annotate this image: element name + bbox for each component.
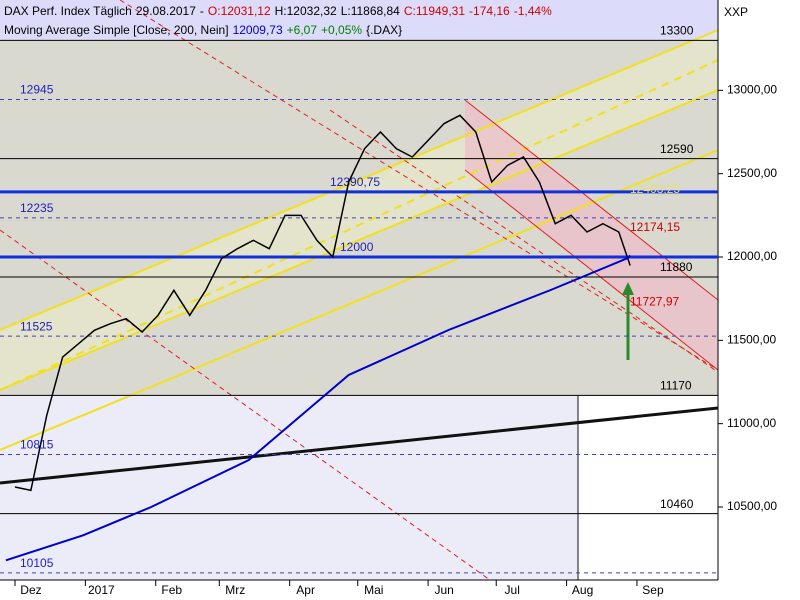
down-upper xyxy=(464,99,719,301)
header: DAX Perf. Index Täglich 29.08.2017- O:1203… xyxy=(4,2,556,40)
header-item: C:11949,31 xyxy=(403,4,466,18)
level-label: 10460 xyxy=(660,497,694,511)
level-label: 11880 xyxy=(660,260,693,274)
price-annotation: 11727,97 xyxy=(630,295,679,309)
down-channel xyxy=(465,100,718,370)
price-annotation: 12403,25 xyxy=(630,182,680,196)
y-tick-label: 10500,00 xyxy=(727,499,777,513)
series-line xyxy=(5,254,631,562)
x-tick-label: Jul xyxy=(505,583,520,597)
arrow-head xyxy=(622,282,634,295)
y-tick-label: 11500,00 xyxy=(727,333,776,347)
level-label: 12390,75 xyxy=(330,175,380,189)
header-item: +0,05% xyxy=(321,23,363,37)
channel-mid xyxy=(0,59,719,391)
level-label: 12000 xyxy=(340,240,374,254)
x-tick-label: Feb xyxy=(161,583,182,597)
down-dashed xyxy=(329,109,719,373)
level-label: 11170 xyxy=(660,379,692,393)
series-line xyxy=(14,114,631,492)
header-item: H:12032,32 xyxy=(274,4,337,18)
x-tick-label: Mrz xyxy=(225,583,245,597)
price-annotation: 12174,15 xyxy=(630,220,680,234)
x-tick-label: Sep xyxy=(642,583,664,597)
header-item: +6,07 xyxy=(286,23,318,37)
header-item: DAX Perf. Index Täglich xyxy=(4,4,132,18)
x-tick-label: 2017 xyxy=(88,583,115,597)
lower-band xyxy=(0,396,578,580)
header-item: 12009,73 xyxy=(232,23,283,37)
level-label: 11525 xyxy=(20,319,53,333)
header-item: Moving Average Simple [Close, 200, Nein] xyxy=(4,23,229,37)
header-item: -174,16 xyxy=(469,4,510,18)
y-tick-label: 12000,00 xyxy=(727,249,777,263)
symbol: XXP xyxy=(723,5,748,19)
header-line: DAX Perf. Index Täglich 29.08.2017- O:1203… xyxy=(4,2,556,21)
down-dashed2 xyxy=(0,229,491,581)
header-item: {.DAX} xyxy=(366,23,403,37)
header-item: 29.08.2017 xyxy=(135,4,196,18)
header-item: -1,44% xyxy=(513,4,552,18)
level-label: 13300 xyxy=(660,24,694,38)
x-tick-label: Jun xyxy=(434,583,453,597)
header-item: - xyxy=(199,4,204,18)
x-tick-label: Aug xyxy=(572,583,593,597)
header-item: O:12031,12 xyxy=(207,4,271,18)
channel-upper xyxy=(0,29,719,331)
down-dashed3 xyxy=(119,0,719,371)
level-label: 12590 xyxy=(660,142,694,156)
x-tick-label: Apr xyxy=(296,583,315,597)
channel-lower xyxy=(0,89,719,391)
x-tick-label: Dez xyxy=(20,583,41,597)
y-tick-label: 11000,00 xyxy=(727,416,776,430)
level-label: 10815 xyxy=(20,438,54,452)
y-tick-label: 13000,00 xyxy=(727,83,777,97)
header-item: L:11868,84 xyxy=(340,4,400,18)
channel-lower2 xyxy=(0,149,719,451)
empty-area xyxy=(578,396,718,580)
level-label: 12945 xyxy=(20,83,54,97)
long-trendline xyxy=(0,406,719,485)
x-tick-label: Mai xyxy=(364,583,383,597)
y-tick-label: 12500,00 xyxy=(727,166,777,180)
header-line: Moving Average Simple [Close, 200, Nein]… xyxy=(4,21,556,40)
level-label: 12235 xyxy=(20,201,54,215)
level-label: 10105 xyxy=(20,556,54,570)
